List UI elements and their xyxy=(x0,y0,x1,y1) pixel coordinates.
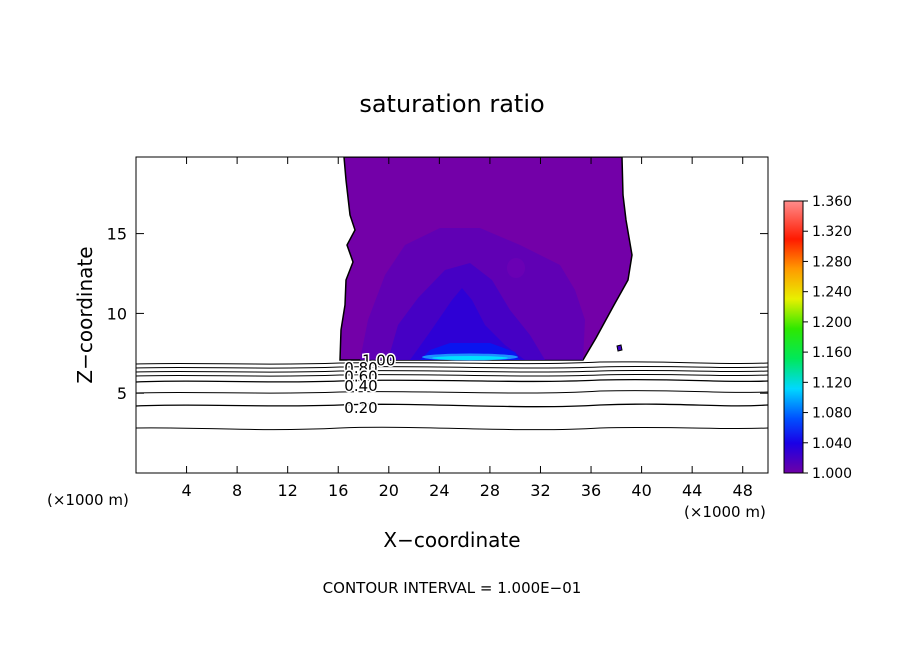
x-tick-label: 40 xyxy=(631,481,651,500)
colorbar-tick-label: 1.080 xyxy=(812,406,852,422)
colorbar-labels: 1.360 1.320 1.280 1.240 1.200 1.160 1.120 1.080… xyxy=(803,194,852,482)
x-tick-label: 24 xyxy=(429,481,449,500)
x-tick-label: 4 xyxy=(181,481,191,500)
y-tick-label: 15 xyxy=(107,225,127,244)
x-tick-label: 8 xyxy=(232,481,242,500)
colorbar-tick-label: 1.360 xyxy=(812,194,852,210)
y-tick-label: 5 xyxy=(117,384,127,403)
y-axis-label: Z−coordinate xyxy=(73,246,97,383)
plot-frame xyxy=(135,156,769,474)
y-tick-label: 10 xyxy=(107,304,127,323)
contour-lines xyxy=(136,361,768,431)
contour-label: 1.00 xyxy=(362,352,395,370)
contour-line xyxy=(136,369,768,373)
colorbar-tick-label: 1.000 xyxy=(812,466,852,482)
contour-line xyxy=(136,426,768,431)
colorbar-tick-label: 1.240 xyxy=(812,285,852,301)
y-axis-ticks: 5 10 15 xyxy=(107,225,768,403)
x-unit-left: (×1000 m) xyxy=(47,491,129,509)
colorbar-tick-label: 1.320 xyxy=(812,224,852,240)
x-tick-label: 12 xyxy=(278,481,298,500)
x-tick-label: 28 xyxy=(480,481,500,500)
colorbar-tick-label: 1.120 xyxy=(812,375,852,391)
cloud-fill-region xyxy=(339,157,633,361)
contour-line xyxy=(136,365,768,369)
contour-line xyxy=(136,403,768,408)
x-tick-label: 48 xyxy=(733,481,753,500)
contour-label: 0.20 xyxy=(344,399,377,417)
contour-line xyxy=(136,378,768,383)
contour-line xyxy=(136,390,768,394)
x-tick-label: 20 xyxy=(379,481,399,500)
cloud-fill-peak xyxy=(432,356,508,360)
colorbar-tick-label: 1.040 xyxy=(812,436,852,452)
contour-label: 0.60 xyxy=(344,368,377,386)
colorbar-tick-label: 1.280 xyxy=(812,254,852,270)
x-unit-right: (×1000 m) xyxy=(684,503,766,521)
cloud-small-fragment xyxy=(616,344,623,352)
contour-line xyxy=(136,361,768,365)
x-tick-label: 32 xyxy=(530,481,550,500)
x-axis-ticks: 4 8 12 16 20 24 28 32 36 40 44 48 xyxy=(181,157,753,500)
colorbar-tick-label: 1.200 xyxy=(812,315,852,331)
x-axis-label: X−coordinate xyxy=(383,528,520,552)
chart-title: saturation ratio xyxy=(359,90,544,118)
colorbar xyxy=(783,200,804,474)
contour-labels: 1.000.800.600.40 0.20 xyxy=(343,350,397,418)
x-tick-label: 44 xyxy=(682,481,702,500)
cloud-small-cell xyxy=(507,258,525,278)
contour-interval-note: CONTOUR INTERVAL = 1.000E−01 xyxy=(323,579,582,597)
x-tick-label: 36 xyxy=(581,481,601,500)
contour-label: 0.40 xyxy=(344,377,377,395)
contour-label: 0.80 xyxy=(344,359,377,377)
colorbar-tick-label: 1.160 xyxy=(812,345,852,361)
cloud-fill-level-4 xyxy=(410,288,525,360)
x-tick-label: 16 xyxy=(328,481,348,500)
contour-line xyxy=(136,373,768,377)
